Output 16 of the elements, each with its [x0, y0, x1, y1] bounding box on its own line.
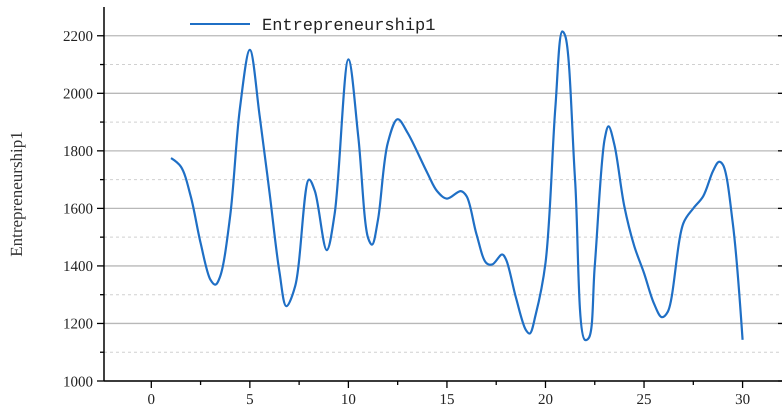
- y-tick-label: 2200: [63, 29, 93, 46]
- y-tick-label: 1200: [63, 316, 93, 333]
- x-tick-label: 20: [538, 392, 553, 408]
- y-tick-label: 2000: [63, 86, 93, 103]
- x-tick-label: 15: [439, 392, 454, 408]
- y-tick-label: 1400: [63, 259, 93, 276]
- x-tick-label: 0: [148, 392, 156, 408]
- y-tick-label: 1000: [63, 374, 93, 390]
- legend-label: Entrepreneurship1: [262, 16, 436, 36]
- x-tick-label: 5: [246, 392, 254, 408]
- y-axis-title: Entrepreneurship1: [7, 131, 26, 257]
- x-tick-label: 10: [340, 392, 356, 408]
- y-tick-label: 1800: [63, 144, 93, 160]
- y-tick-label: 1600: [63, 202, 93, 218]
- x-tick-label: 25: [636, 392, 652, 408]
- x-tick-label: 30: [735, 392, 750, 408]
